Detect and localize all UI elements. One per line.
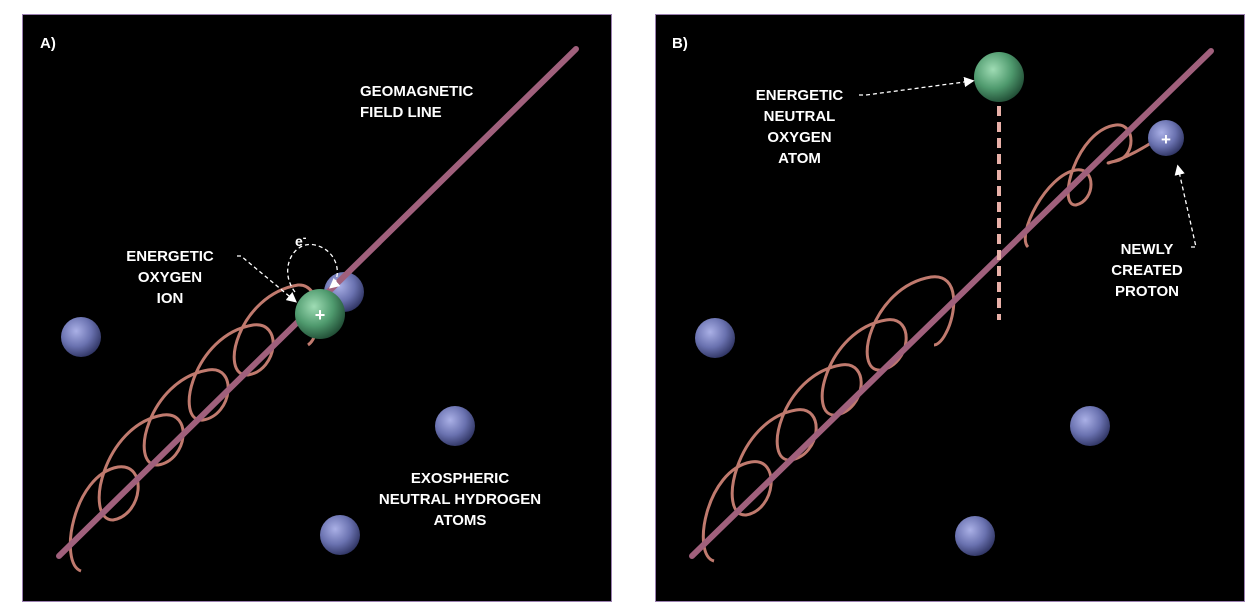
ion-plus-sign: + bbox=[315, 305, 326, 325]
panel-a-diagram: + e- bbox=[56, 46, 579, 573]
hydrogen-atom bbox=[955, 516, 995, 556]
newly-created-proton bbox=[1148, 120, 1184, 156]
panel-a: + e- A) GEOMAGNETIC FIELD LINE ENERGETIC… bbox=[22, 14, 612, 602]
panel-a-letter: A) bbox=[40, 35, 56, 52]
proton-plus-sign: + bbox=[1161, 130, 1171, 149]
panel-b-letter: B) bbox=[672, 35, 688, 52]
neutral-oxygen-atom bbox=[974, 52, 1024, 102]
hydrogen-atom bbox=[320, 515, 360, 555]
proton-label-arrow bbox=[1174, 164, 1197, 248]
panel-b-diagram: + bbox=[689, 48, 1214, 563]
electron-label: e- bbox=[295, 232, 307, 249]
proton-gyration-helix bbox=[1023, 123, 1152, 249]
proton-label: NEWLY CREATED PROTON bbox=[1111, 241, 1183, 300]
neutral-atom-label: ENERGETIC NEUTRAL OXYGEN ATOM bbox=[755, 87, 844, 167]
oxygen-ion bbox=[295, 289, 345, 339]
ion-label-arrow bbox=[237, 255, 297, 303]
hydrogen-atom bbox=[1070, 406, 1110, 446]
electron-path bbox=[287, 243, 341, 293]
hydrogen-atom bbox=[695, 318, 735, 358]
ion-label: ENERGETIC OXYGEN ION bbox=[126, 248, 214, 307]
hydrogen-label: EXOSPHERIC NEUTRAL HYDROGEN ATOMS bbox=[378, 470, 542, 529]
field-line-label: GEOMAGNETIC FIELD LINE bbox=[360, 83, 474, 121]
hydrogen-atom bbox=[435, 406, 475, 446]
oxygen-gyration-helix bbox=[701, 275, 956, 563]
hydrogen-atom bbox=[61, 317, 101, 357]
geomagnetic-field-line bbox=[689, 48, 1214, 559]
panel-b: + B) ENERGETIC NEUTRAL OXYGEN ATOM NEWLY… bbox=[655, 14, 1245, 602]
gyration-helix bbox=[68, 283, 320, 573]
neutral-label-arrow bbox=[859, 76, 975, 96]
